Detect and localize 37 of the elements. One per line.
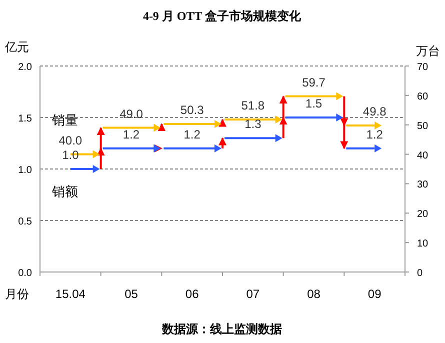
y-tick-label: 0.0 [18,268,32,279]
y-tick-label: 1.5 [18,114,32,124]
data-label: 50.3 [180,102,204,117]
data-label: 40.0 [58,133,82,148]
data-label: 1.5 [305,96,322,110]
data-label: 59.7 [302,75,326,90]
y2-tick-label: 20 [417,209,429,220]
series-label: 销量 [51,112,78,128]
y2-tick-label: 70 [417,62,429,73]
x-tick-label: 15.04 [55,287,86,301]
y-tick-label: 0.5 [18,216,32,228]
x-tick-label: 06 [185,287,200,301]
y2-tick-label: 10 [417,238,429,250]
data-label: 1.2 [366,127,384,142]
y2-tick-label: 40 [417,150,429,162]
series-label: 销额 [51,184,78,199]
y-tick-label: 1.0 [18,165,32,176]
x-tick-label: 09 [368,287,382,301]
data-label: 49.8 [362,104,387,118]
x-tick-label: 08 [307,287,321,301]
y2-tick-label: 30 [417,180,429,191]
data-label: 1.3 [244,117,262,132]
chart-title: 4-9 月 OTT 盒子市场规模变化 [142,9,302,23]
x-axis-title: 月份 [5,287,29,301]
data-label: 1.2 [184,127,201,142]
y-axis-title: 亿元 [4,40,29,54]
data-label: 1.2 [122,127,140,142]
x-tick-label: 05 [124,287,138,301]
data-label: 1.0 [62,148,80,162]
y2-tick-label: 60 [417,91,429,102]
x-tick-label: 07 [246,287,260,301]
y-tick-label: 2.0 [18,62,32,73]
text: 数据源：线上监测数据 [161,322,282,336]
y2-tick-label: 50 [417,120,429,132]
data-label: 51.8 [241,98,265,113]
y2-axis-title: 万台 [416,44,440,58]
y2-tick-label: 0 [417,268,423,279]
